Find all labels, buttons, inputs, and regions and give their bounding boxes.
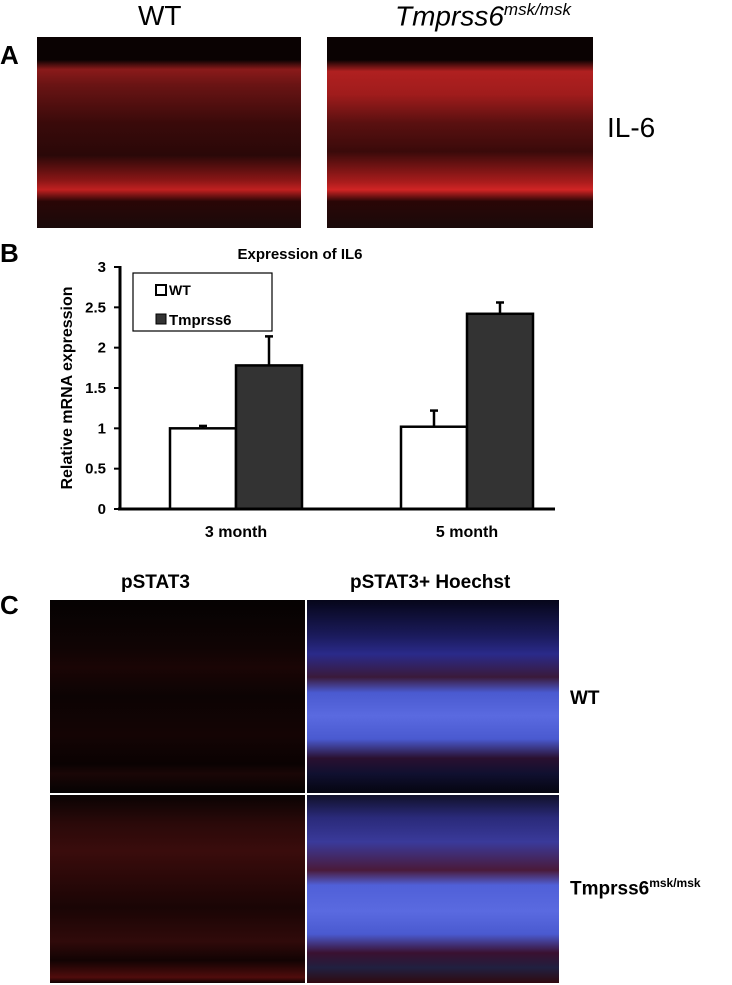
pstat3-wt-image xyxy=(50,600,305,793)
il6-mutant-image xyxy=(327,37,593,228)
y-tick-label: 2 xyxy=(98,340,106,357)
y-axis-label: Relative mRNA expression xyxy=(59,286,76,489)
legend-label-tmprss6: Tmprss6 xyxy=(169,312,232,329)
x-category-label: 3 month xyxy=(205,524,267,541)
x-category-label: 5 month xyxy=(436,524,498,541)
y-tick-label: 0.5 xyxy=(85,461,106,478)
il6-bar-chart: Expression of IL6 Relative mRNA expressi… xyxy=(59,246,555,541)
il6-wt-image xyxy=(37,37,301,228)
bar-wt-3-month xyxy=(168,427,238,511)
pstat3-mutant-image xyxy=(50,795,305,983)
panel-b-label: B xyxy=(0,238,19,268)
mutant-row-label: Tmprss6msk/msk xyxy=(570,876,701,900)
y-tick-label: 1 xyxy=(98,420,106,437)
pstat3-column-title: pSTAT3 xyxy=(121,572,190,593)
bar-tmprss6-5-month xyxy=(465,312,535,511)
bar-tmprss6-3-month xyxy=(234,364,304,511)
y-tick-label: 2.5 xyxy=(85,299,106,316)
il6-row-label: IL-6 xyxy=(607,112,656,143)
bar-wt-5-month xyxy=(399,425,469,511)
pstat3-hoechst-wt-image xyxy=(307,600,559,793)
legend-label-wt: WT xyxy=(169,282,191,298)
pstat3-hoechst-mutant-image xyxy=(307,795,559,983)
chart-title: Expression of IL6 xyxy=(237,246,362,263)
y-tick-label: 3 xyxy=(98,259,106,276)
wt-column-title: WT xyxy=(138,0,182,31)
panel-c-label: C xyxy=(0,590,19,620)
mutant-superscript: msk/msk xyxy=(503,0,571,19)
legend: WT Tmprss6 xyxy=(132,272,273,332)
legend-swatch-tmprss6 xyxy=(155,313,167,325)
pstat3-hoechst-column-title: pSTAT3+ Hoechst xyxy=(350,572,511,593)
wt-row-label: WT xyxy=(570,688,600,709)
panel-a-label: A xyxy=(0,40,19,70)
mutant-row-superscript: msk/msk xyxy=(649,876,701,890)
mutant-column-title: Tmprss6msk/msk xyxy=(395,0,571,32)
legend-swatch-wt xyxy=(155,284,167,296)
mutant-name: Tmprss6 xyxy=(395,0,504,32)
y-tick-label: 0 xyxy=(98,501,106,518)
mutant-row-name: Tmprss6 xyxy=(570,878,650,900)
y-tick-label: 1.5 xyxy=(85,380,106,397)
